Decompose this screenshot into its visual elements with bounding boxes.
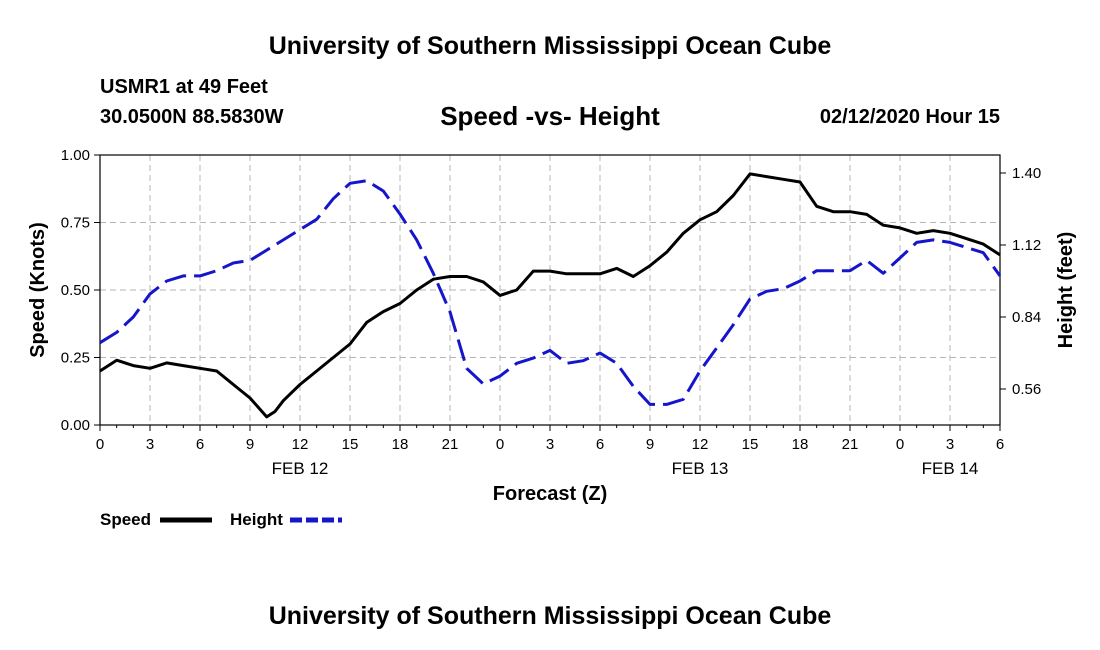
y2-axis-label: Height (feet) bbox=[1055, 232, 1077, 349]
y2-tick-label: 0.84 bbox=[1012, 309, 1041, 326]
y-tick-label: 0.00 bbox=[61, 417, 90, 434]
day-label: FEB 14 bbox=[922, 459, 979, 478]
speed-series-line bbox=[99, 172, 1001, 419]
grid-lines bbox=[100, 155, 1000, 425]
legend-speed-label: Speed bbox=[100, 510, 151, 529]
station-label: USMR1 at 49 Feet bbox=[100, 76, 268, 98]
x-tick-label: 21 bbox=[442, 436, 459, 453]
location-label: 30.0500N 88.5830W bbox=[100, 106, 284, 128]
x-tick-label: 18 bbox=[392, 436, 409, 453]
y-axis-ticks: 0.00 0.25 0.50 0.75 1.00 bbox=[61, 147, 100, 434]
day-label: FEB 13 bbox=[672, 459, 729, 478]
footer-title: University of Southern Mississippi Ocean… bbox=[268, 602, 832, 630]
timestamp-label: 02/12/2020 Hour 15 bbox=[819, 106, 1000, 128]
x-tick-label: 15 bbox=[742, 436, 759, 453]
height-series-line bbox=[99, 179, 1002, 406]
x-tick-label: 6 bbox=[596, 436, 604, 453]
y2-axis-ticks: 0.56 0.84 1.12 1.40 bbox=[1000, 165, 1041, 398]
x-tick-label: 18 bbox=[792, 436, 809, 453]
x-tick-label: 0 bbox=[96, 436, 104, 453]
y-tick-label: 1.00 bbox=[61, 147, 90, 164]
x-axis-ticks: 0 3 6 9 12 15 18 21 0 3 6 9 12 15 18 21 0 3 6 bbox=[96, 425, 1004, 453]
series-lines bbox=[99, 172, 1002, 419]
x-tick-label: 3 bbox=[546, 436, 554, 453]
legend-height-label: Height bbox=[230, 510, 283, 529]
y-tick-label: 0.75 bbox=[61, 215, 90, 232]
x-tick-label: 6 bbox=[196, 436, 204, 453]
x-tick-label: 0 bbox=[896, 436, 904, 453]
x-tick-label: 3 bbox=[146, 436, 154, 453]
y2-tick-label: 0.56 bbox=[1012, 381, 1041, 398]
x-tick-label: 9 bbox=[646, 436, 654, 453]
y2-tick-label: 1.40 bbox=[1012, 165, 1041, 182]
legend: Speed Height bbox=[100, 510, 342, 529]
y-tick-label: 0.50 bbox=[61, 282, 90, 299]
x-tick-label: 12 bbox=[692, 436, 709, 453]
x-tick-label: 21 bbox=[842, 436, 859, 453]
y2-tick-label: 1.12 bbox=[1012, 237, 1041, 254]
day-label: FEB 12 bbox=[272, 459, 329, 478]
chart-title: University of Southern Mississippi Ocean… bbox=[268, 32, 832, 60]
y-axis-label: Speed (Knots) bbox=[27, 222, 49, 358]
x-tick-label: 9 bbox=[246, 436, 254, 453]
x-axis-label: Forecast (Z) bbox=[493, 483, 607, 505]
chart-subtitle: Speed -vs- Height bbox=[440, 101, 660, 131]
day-labels: FEB 12 FEB 13 FEB 14 bbox=[272, 459, 979, 478]
x-tick-label: 0 bbox=[496, 436, 504, 453]
x-tick-label: 12 bbox=[292, 436, 309, 453]
x-tick-label: 6 bbox=[996, 436, 1004, 453]
y-tick-label: 0.25 bbox=[61, 350, 90, 367]
x-tick-label: 15 bbox=[342, 436, 359, 453]
x-tick-label: 3 bbox=[946, 436, 954, 453]
